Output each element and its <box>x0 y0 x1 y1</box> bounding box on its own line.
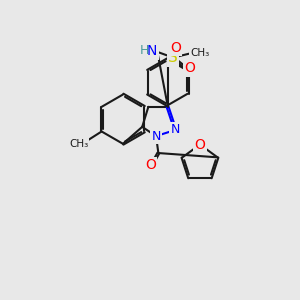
Text: O: O <box>184 61 195 75</box>
Text: N: N <box>147 44 158 58</box>
Text: O: O <box>170 40 181 55</box>
Text: S: S <box>168 50 178 65</box>
Text: H: H <box>140 44 149 57</box>
Text: O: O <box>145 158 156 172</box>
Text: N: N <box>152 130 161 142</box>
Text: CH₃: CH₃ <box>69 139 88 149</box>
Text: CH₃: CH₃ <box>190 48 210 58</box>
Text: N: N <box>171 123 180 136</box>
Text: O: O <box>194 138 206 152</box>
